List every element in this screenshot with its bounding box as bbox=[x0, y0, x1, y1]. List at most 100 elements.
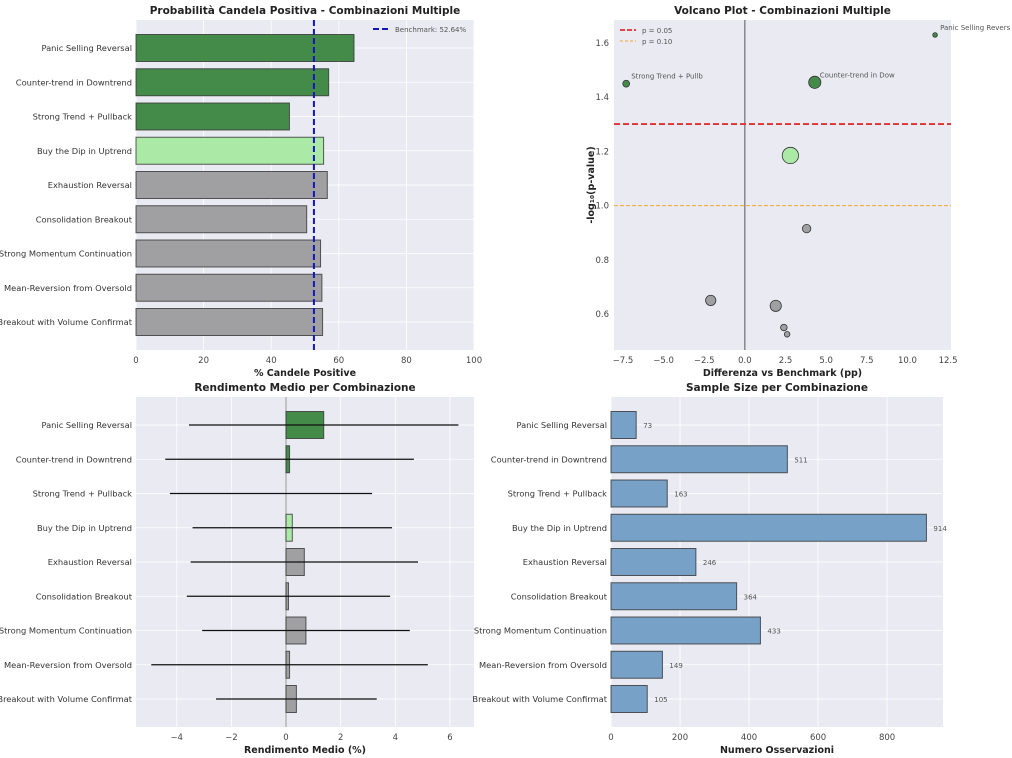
category-label: Strong Trend + Pullback bbox=[33, 489, 133, 499]
category-label: Strong Trend + Pullback bbox=[33, 112, 133, 122]
x-tick-label: 10.0 bbox=[898, 356, 917, 366]
x-tick-label: 0 bbox=[283, 733, 288, 743]
y-axis-label: -log₁₀(p-value) bbox=[586, 146, 597, 223]
data-label: 246 bbox=[703, 559, 717, 567]
legend-label: p = 0.05 bbox=[642, 27, 672, 35]
data-label: 105 bbox=[654, 696, 667, 704]
bar bbox=[135, 273, 323, 302]
data-point bbox=[802, 223, 812, 234]
data-label: 163 bbox=[674, 491, 687, 499]
legend-label: p = 0.10 bbox=[642, 38, 672, 46]
y-tick-label: 1.2 bbox=[595, 147, 609, 157]
data-point bbox=[932, 32, 938, 38]
category-label: Counter-trend in Downtrend bbox=[491, 454, 607, 464]
data-label: 364 bbox=[744, 593, 758, 601]
data-label: 433 bbox=[767, 628, 780, 636]
y-tick-label: 1.6 bbox=[595, 39, 609, 49]
data-point bbox=[622, 79, 631, 88]
x-tick-label: 800 bbox=[879, 733, 895, 743]
category-label: Buy the Dip in Uptrend bbox=[37, 146, 132, 156]
bar bbox=[135, 205, 308, 234]
x-tick-label: 0 bbox=[133, 356, 138, 366]
bar bbox=[610, 411, 637, 439]
chart-volcano: −7.5 −5.0 −2.5 0.0 2.5 5.0 7.5 10.0 12.5 0.6 0.8 1.… bbox=[586, 5, 1011, 379]
bar bbox=[135, 102, 290, 131]
x-tick-label: 200 bbox=[672, 733, 688, 743]
y-tick-label: 0.8 bbox=[595, 256, 609, 266]
legend-benchmark-label: Benchmark: 52.64% bbox=[395, 26, 466, 34]
point-label: Counter-trend in Dow bbox=[820, 71, 895, 79]
x-tick-label: 2.5 bbox=[779, 356, 793, 366]
plot-area bbox=[614, 20, 951, 350]
x-tick-label: −4 bbox=[170, 733, 183, 743]
bar bbox=[610, 548, 697, 576]
category-label: Exhaustion Reversal bbox=[523, 557, 607, 567]
data-label: 914 bbox=[933, 525, 947, 533]
x-axis-label: Numero Osservazioni bbox=[720, 745, 834, 756]
data-label: 149 bbox=[669, 662, 682, 670]
chart-title: Probabilità Candela Positiva - Combinazi… bbox=[150, 5, 461, 17]
point-label: Panic Selling Revers bbox=[940, 24, 1011, 32]
x-tick-label: −2 bbox=[225, 733, 238, 743]
x-tick-label: 2 bbox=[338, 733, 343, 743]
x-tick-label: 40 bbox=[266, 356, 277, 366]
x-tick-label: −2.5 bbox=[694, 356, 715, 366]
bar bbox=[610, 513, 927, 542]
x-tick-label: 100 bbox=[466, 356, 482, 366]
category-label: Mean-Reversion from Oversold bbox=[4, 660, 132, 670]
data-point bbox=[769, 299, 782, 312]
x-tick-label: 7.5 bbox=[860, 356, 874, 366]
data-point bbox=[780, 323, 788, 332]
x-tick-label: 4 bbox=[393, 733, 398, 743]
data-point bbox=[783, 331, 791, 338]
x-tick-label: 0.0 bbox=[738, 356, 752, 366]
x-tick-label: 6 bbox=[447, 733, 452, 743]
data-point bbox=[808, 75, 822, 89]
category-label: Consolidation Breakout bbox=[36, 214, 133, 224]
chart-title: Sample Size per Combinazione bbox=[686, 382, 868, 394]
x-tick-label: 5.0 bbox=[819, 356, 833, 366]
x-tick-label: 20 bbox=[198, 356, 209, 366]
chart-title: Rendimento Medio per Combinazione bbox=[194, 382, 415, 394]
x-tick-label: −5.0 bbox=[653, 356, 674, 366]
bar bbox=[135, 239, 322, 268]
bar bbox=[135, 34, 355, 62]
category-label: Consolidation Breakout bbox=[511, 591, 608, 601]
x-axis-label: Differenza vs Benchmark (pp) bbox=[703, 368, 862, 379]
category-label: Strong Momentum Continuation bbox=[0, 626, 132, 636]
point-label: Strong Trend + Pullb bbox=[631, 73, 703, 81]
bar bbox=[135, 308, 324, 336]
data-label: 73 bbox=[643, 422, 652, 430]
x-tick-label: 400 bbox=[741, 733, 757, 743]
category-label: Panic Selling Reversal bbox=[516, 420, 607, 430]
bar bbox=[610, 582, 738, 611]
bar bbox=[135, 68, 330, 97]
category-label: Consolidation Breakout bbox=[36, 591, 133, 601]
category-label: Strong Momentum Continuation bbox=[474, 626, 607, 636]
data-point bbox=[781, 146, 799, 165]
chart-sample-size: 0 200 400 600 800 Panic Selling Reversal 73 Cou… bbox=[472, 382, 947, 756]
x-tick-label: 60 bbox=[333, 356, 344, 366]
category-label: Buy the Dip in Uptrend bbox=[37, 523, 132, 533]
category-label: Breakout with Volume Confirmat bbox=[0, 694, 133, 704]
bar bbox=[610, 445, 788, 474]
category-label: Mean-Reversion from Oversold bbox=[4, 283, 132, 293]
x-axis-label: % Candele Positive bbox=[254, 368, 356, 379]
category-label: Breakout with Volume Confirmat bbox=[472, 694, 607, 704]
x-tick-label: 600 bbox=[810, 733, 826, 743]
category-label: Panic Selling Reversal bbox=[41, 43, 132, 53]
y-tick-label: 1.0 bbox=[595, 202, 609, 212]
category-label: Breakout with Volume Confirmat bbox=[0, 317, 133, 327]
category-label: Strong Momentum Continuation bbox=[0, 249, 132, 259]
bar bbox=[610, 616, 761, 645]
chart-title: Volcano Plot - Combinazioni Multiple bbox=[674, 5, 891, 17]
category-label: Buy the Dip in Uptrend bbox=[512, 523, 607, 533]
x-tick-label: 0 bbox=[608, 733, 613, 743]
chart-mean-return: −4 −2 0 2 4 6 Panic Selling Reversal Counter-tr… bbox=[0, 382, 474, 756]
bar bbox=[135, 171, 328, 199]
x-axis-label: Rendimento Medio (%) bbox=[244, 745, 366, 756]
category-label: Panic Selling Reversal bbox=[41, 420, 132, 430]
x-tick-label: −7.5 bbox=[613, 356, 634, 366]
bar bbox=[610, 685, 648, 713]
